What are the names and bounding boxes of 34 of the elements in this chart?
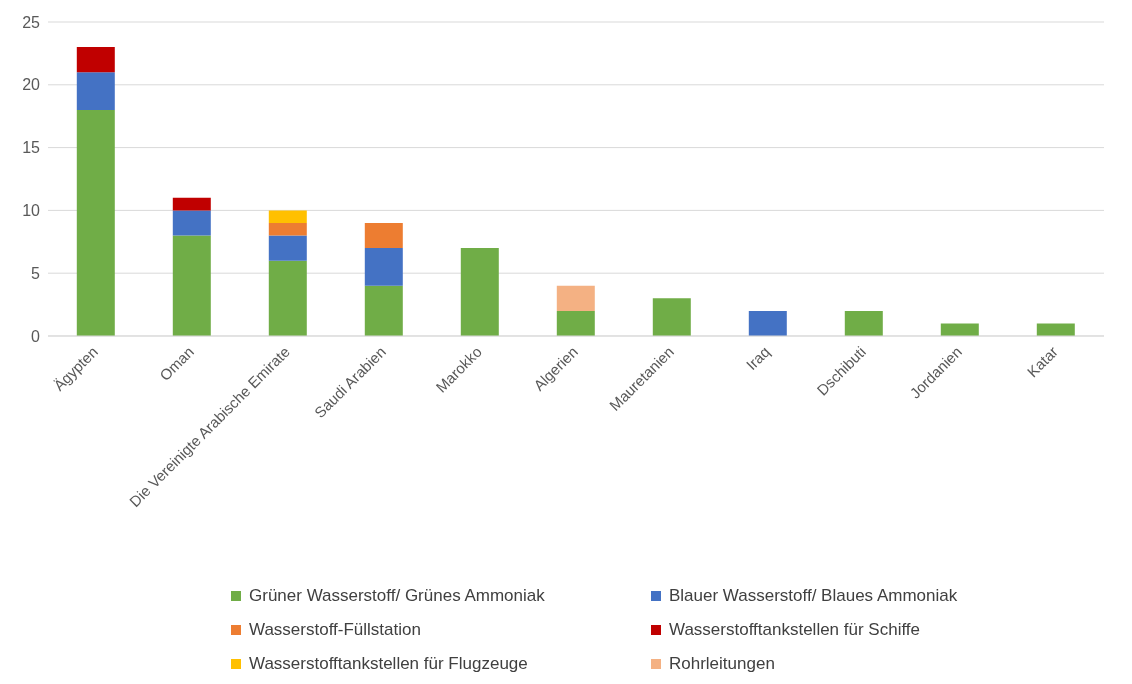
legend-label: Wasserstoff-Füllstation (248, 620, 422, 640)
bar (364, 285, 403, 336)
bar (172, 235, 211, 336)
y-tick-label: 15 (22, 139, 41, 157)
bar (844, 310, 883, 336)
legend-label: Blauer Wasserstoff/ Blaues Ammoniak (668, 586, 959, 606)
bar (940, 323, 979, 336)
bar (172, 210, 211, 236)
legend-label: Wasserstofftankstellen für Schiffe (668, 620, 922, 640)
y-tick-label: 0 (31, 327, 41, 345)
bar (364, 222, 403, 249)
bar (268, 260, 307, 336)
bar (556, 310, 595, 336)
x-tick-label: Iraq (742, 342, 773, 374)
bar (268, 222, 307, 236)
bar (556, 285, 595, 311)
bar (364, 248, 403, 286)
bar (76, 109, 115, 336)
legend-label: Rohrleitungen (668, 654, 776, 674)
bar (1036, 323, 1075, 336)
bar (268, 235, 307, 261)
y-tick-label: 25 (22, 13, 41, 31)
legend-label: Wasserstofftankstellen für Flugzeuge (248, 654, 529, 674)
legend-label: Grüner Wasserstoff/ Grünes Ammoniak (248, 586, 546, 606)
bar (748, 310, 787, 336)
bar (460, 248, 499, 336)
y-tick-label: 20 (22, 76, 41, 94)
bar (652, 298, 691, 336)
y-tick-label: 10 (22, 202, 41, 220)
bar (172, 197, 211, 211)
y-tick-label: 5 (31, 264, 41, 282)
bar (76, 47, 115, 73)
bar (76, 72, 115, 110)
bar (268, 210, 307, 223)
